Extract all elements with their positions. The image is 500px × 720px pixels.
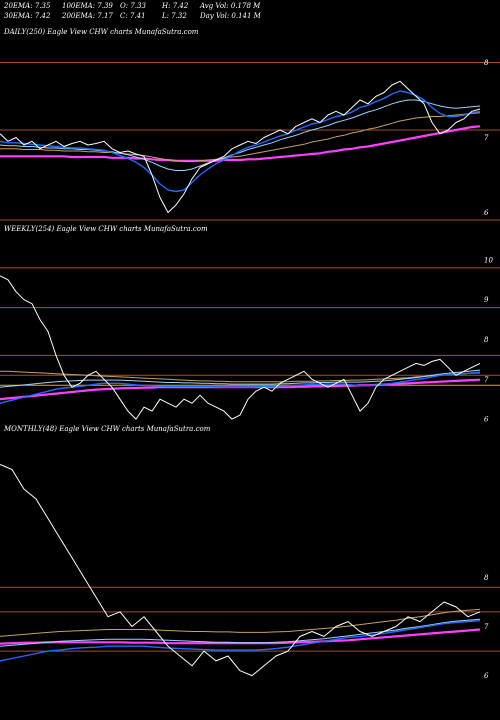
daily-tick-label: 6 bbox=[484, 209, 489, 217]
weekly-tick-label: 7 bbox=[484, 376, 489, 384]
daily-price-line bbox=[0, 80, 481, 213]
weekly-ema-slow-line bbox=[0, 370, 481, 383]
header-avg-vol: Avg Vol: 0.178 M bbox=[200, 2, 261, 10]
weekly-ema-mid-line bbox=[0, 369, 481, 388]
monthly-price-line bbox=[0, 464, 481, 677]
daily-ema-long-line bbox=[0, 125, 481, 162]
monthly-tick-label: 6 bbox=[484, 672, 489, 680]
header-low: L: 7.32 bbox=[162, 12, 187, 20]
weekly-price-line bbox=[0, 275, 481, 420]
daily-ema-fast-line bbox=[0, 90, 481, 193]
weekly-ema-fast-line bbox=[0, 371, 481, 404]
header-20ema: 20EMA: 7.35 bbox=[4, 2, 51, 10]
monthly-tick-label: 7 bbox=[484, 623, 489, 631]
header-day-vol: Day Vol: 0.141 M bbox=[200, 12, 261, 20]
monthly-ema-mid-line bbox=[0, 618, 481, 647]
header-100ema: 100EMA: 7.39 bbox=[62, 2, 113, 10]
header-open: O: 7.33 bbox=[120, 2, 146, 10]
weekly-tick-label: 10 bbox=[484, 256, 493, 264]
monthly-ema-long-line bbox=[0, 628, 481, 645]
daily-ema-mid-line bbox=[0, 99, 481, 171]
header-30ema: 30EMA: 7.42 bbox=[4, 12, 51, 20]
header-close: C: 7.41 bbox=[120, 12, 146, 20]
monthly-tick-label: 8 bbox=[484, 574, 489, 582]
monthly-ema-fast-line bbox=[0, 620, 481, 662]
weekly-panel: 10 9 8 7 6 bbox=[0, 256, 500, 424]
daily-tick-label: 8 bbox=[484, 59, 489, 67]
monthly-panel: 8 7 6 bbox=[0, 464, 500, 680]
weekly-tick-label: 9 bbox=[484, 296, 489, 304]
daily-tick-label: 7 bbox=[484, 134, 489, 142]
monthly-panel-title: MONTHLY(48) Eagle View CHW charts Munafa… bbox=[4, 425, 211, 433]
weekly-ema-long-line bbox=[0, 378, 481, 401]
weekly-panel-title: WEEKLY(254) Eagle View CHW charts Munafa… bbox=[4, 225, 208, 233]
header-high: H: 7.42 bbox=[162, 2, 189, 10]
weekly-tick-label: 6 bbox=[484, 416, 489, 424]
weekly-tick-label: 8 bbox=[484, 336, 489, 344]
daily-panel: 8 7 6 bbox=[0, 59, 500, 221]
monthly-ema-slow-line bbox=[0, 608, 481, 637]
header-200ema: 200EMA: 7.17 bbox=[62, 12, 113, 20]
daily-panel-title: DAILY(250) Eagle View CHW charts MunafaS… bbox=[4, 28, 199, 36]
daily-ema-slow-line bbox=[0, 112, 481, 162]
